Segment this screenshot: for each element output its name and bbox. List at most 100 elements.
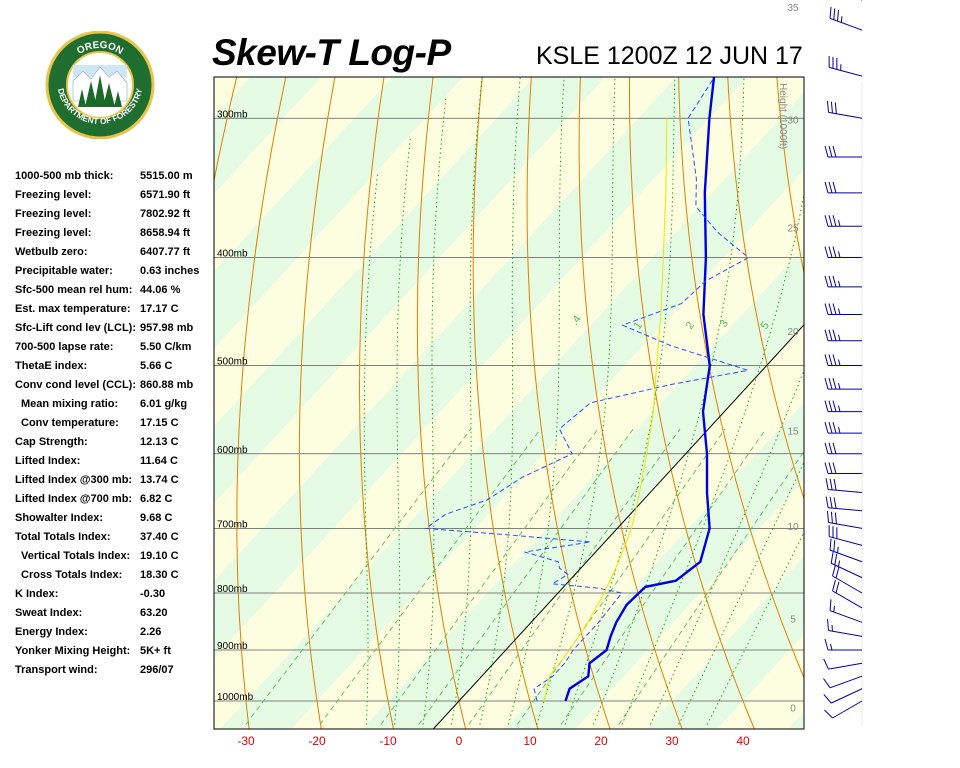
barb-flag [824,377,829,390]
barb-staff [828,662,863,670]
barb-staff [830,688,863,704]
barb-flag [829,478,833,490]
isobar-label: 1000mb [217,692,254,703]
barb-flag [828,215,833,227]
barb-flag [835,566,840,579]
index-value: 5.66 C [140,360,173,372]
wind-barb [824,246,862,259]
barb-staff [830,562,863,579]
isobar-label: 500mb [217,357,248,368]
barb-flag [832,422,837,434]
barb-flag [838,383,841,390]
barb-flag [825,478,829,490]
barb-flag [824,246,829,258]
stability-indices-panel: 1000-500 mb thick: 5515.00 m Freezing leve… [15,167,215,680]
barb-flag [826,511,830,523]
wind-barb [828,525,863,546]
barb-flag [837,9,840,22]
wind-barb [824,700,863,719]
barb-staff [829,536,863,546]
mixing-ratio-label: 3 [718,318,731,330]
barb-staff [832,575,863,594]
dry-adiabat [678,77,804,679]
index-value: 6407.77 ft [140,246,191,258]
barb-flag [824,638,829,651]
x-tick-label: -20 [308,734,326,748]
index-row: 700-500 lapse rate: 5.50 C/km [15,338,215,357]
isotherm-band [788,711,804,729]
barb-flag [828,275,833,287]
temperature-line [564,77,716,702]
barb-flag [832,400,837,412]
barb-flag [837,560,841,567]
x-tick-label: 0 [456,734,463,748]
isotherm-band [575,479,804,729]
index-row: Conv cond level (CCL): 860.88 mb [15,376,215,395]
index-value: 17.15 C [140,417,179,429]
moist-adiabat [621,192,804,725]
index-value: 5K+ ft [140,645,171,657]
barb-flag [824,422,829,434]
barb-flag [828,462,833,474]
dry-adiabat [727,77,804,501]
wind-barb [829,538,863,563]
index-row: Conv temperature: 17.15 C [15,414,215,433]
index-row: Energy Index: 2.26 [15,623,215,642]
barb-flag [825,496,829,508]
index-label: Mean mixing ratio: [21,398,119,410]
index-row: ThetaE index: 5.66 C [15,357,215,376]
dry-adiabat [924,73,960,729]
wind-barb [824,354,862,367]
isotherm-band [646,557,804,729]
index-row: Mean mixing ratio: 6.01 g/kg [15,395,215,414]
dry-adiabat [359,77,394,729]
isotherm-band [214,77,251,117]
height-tick-label: 5 [790,614,796,625]
barb-flag [832,442,837,454]
barb-flag [824,462,829,474]
wind-barb [824,145,862,158]
barb-flag [832,462,837,474]
barb-flag [824,275,829,287]
barb-flag [823,658,829,670]
barb-flag [838,405,841,412]
barb-flag [833,605,835,613]
wind-barb [824,442,862,455]
wind-barb [823,688,863,704]
isotherm-band [214,77,804,729]
barb-flag [832,246,837,258]
wind-barb [824,400,862,413]
barb-flag [823,678,831,689]
dry-adiabat [298,77,336,729]
index-label: Showalter Index: [15,512,104,524]
wind-barb [824,215,862,227]
barb-flag [837,546,839,553]
parcel-line [543,118,668,702]
index-label: Conv temperature: [21,417,119,429]
index-row: Lifted Index: 11.64 C [15,452,215,471]
barb-flag [828,377,833,390]
barb-flag [828,181,833,194]
barb-flag [828,246,833,258]
barb-flag [829,538,832,551]
barb-flag [830,511,833,524]
barb-flag [829,7,832,19]
barb-staff [828,111,863,119]
height-tick-label: 15 [787,426,799,437]
barb-flag [833,497,837,509]
barb-flag [824,400,829,412]
oregon-forestry-logo: OREGON DEPARTMENT OF FORESTRY [45,31,155,139]
barb-flag [826,100,830,113]
index-label: K Index: [15,588,59,600]
barb-flag [824,709,833,719]
barb-flag [830,643,833,651]
barb-staff [828,521,863,529]
wind-barb [824,638,862,651]
barb-flag [824,215,829,227]
dry-adiabat [578,77,683,729]
dewpoint-line [424,77,750,702]
index-label: Conv cond level (CCL): [15,379,137,391]
dry-adiabat [826,73,960,729]
moist-adiabat [536,77,616,725]
